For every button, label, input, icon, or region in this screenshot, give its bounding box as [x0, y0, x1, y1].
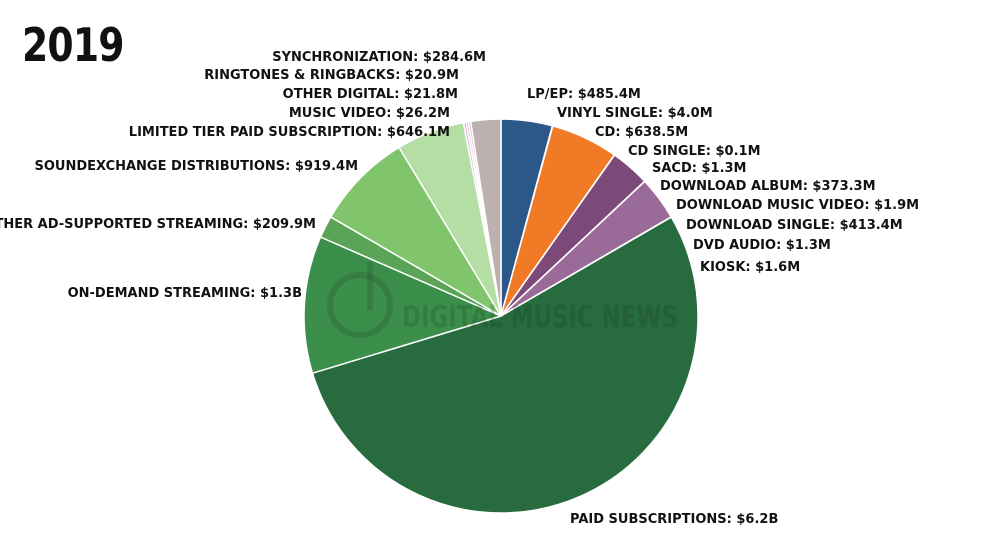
slice-label: SOUNDEXCHANGE DISTRIBUTIONS: $919.4M [34, 159, 358, 174]
pie-slice [311, 216, 699, 514]
slice-label: PAID SUBSCRIPTIONS: $6.2B [570, 512, 778, 527]
watermark-text: DIGITAL MUSIC NEWS [402, 300, 678, 335]
watermark-note-stem [367, 262, 373, 310]
slice-label: DOWNLOAD ALBUM: $373.3M [660, 179, 876, 194]
slice-label: ON-DEMAND STREAMING: $1.3B [68, 286, 302, 301]
slice-label: OTHER DIGITAL: $21.8M [283, 87, 458, 102]
pie-slice [303, 236, 504, 375]
pie-slices [303, 118, 699, 514]
slice-label: SYNCHRONIZATION: $284.6M [272, 50, 486, 65]
pie-slice [329, 146, 502, 317]
slice-label: LP/EP: $485.4M [527, 87, 641, 102]
chart-title: 2019 [22, 18, 125, 72]
slice-label: DOWNLOAD SINGLE: $413.4M [686, 218, 903, 233]
slice-label: RINGTONES & RINGBACKS: $20.9M [204, 68, 459, 83]
slice-label: SACD: $1.3M [652, 161, 747, 176]
slice-label: MUSIC VIDEO: $26.2M [289, 106, 450, 121]
watermark-note-icon [327, 272, 393, 338]
slice-label: LIMITED TIER PAID SUBSCRIPTION: $646.1M [129, 125, 450, 140]
slice-label: CD: $638.5M [595, 125, 688, 140]
slice-labels: LP/EP: $485.4M VINYL SINGLE: $4.0M CD: $63… [0, 50, 919, 527]
slice-label: KIOSK: $1.6M [700, 260, 800, 275]
slice-label: DVD AUDIO: $1.3M [693, 238, 831, 253]
slice-label: CD SINGLE: $0.1M [628, 144, 761, 159]
watermark: DIGITAL MUSIC NEWS [327, 262, 678, 338]
pie-slice [469, 118, 502, 317]
slice-label: VINYL SINGLE: $4.0M [557, 106, 713, 121]
slice-label: OTHER AD-SUPPORTED STREAMING: $209.9M [0, 217, 316, 232]
slice-label: DOWNLOAD MUSIC VIDEO: $1.9M [676, 198, 919, 213]
